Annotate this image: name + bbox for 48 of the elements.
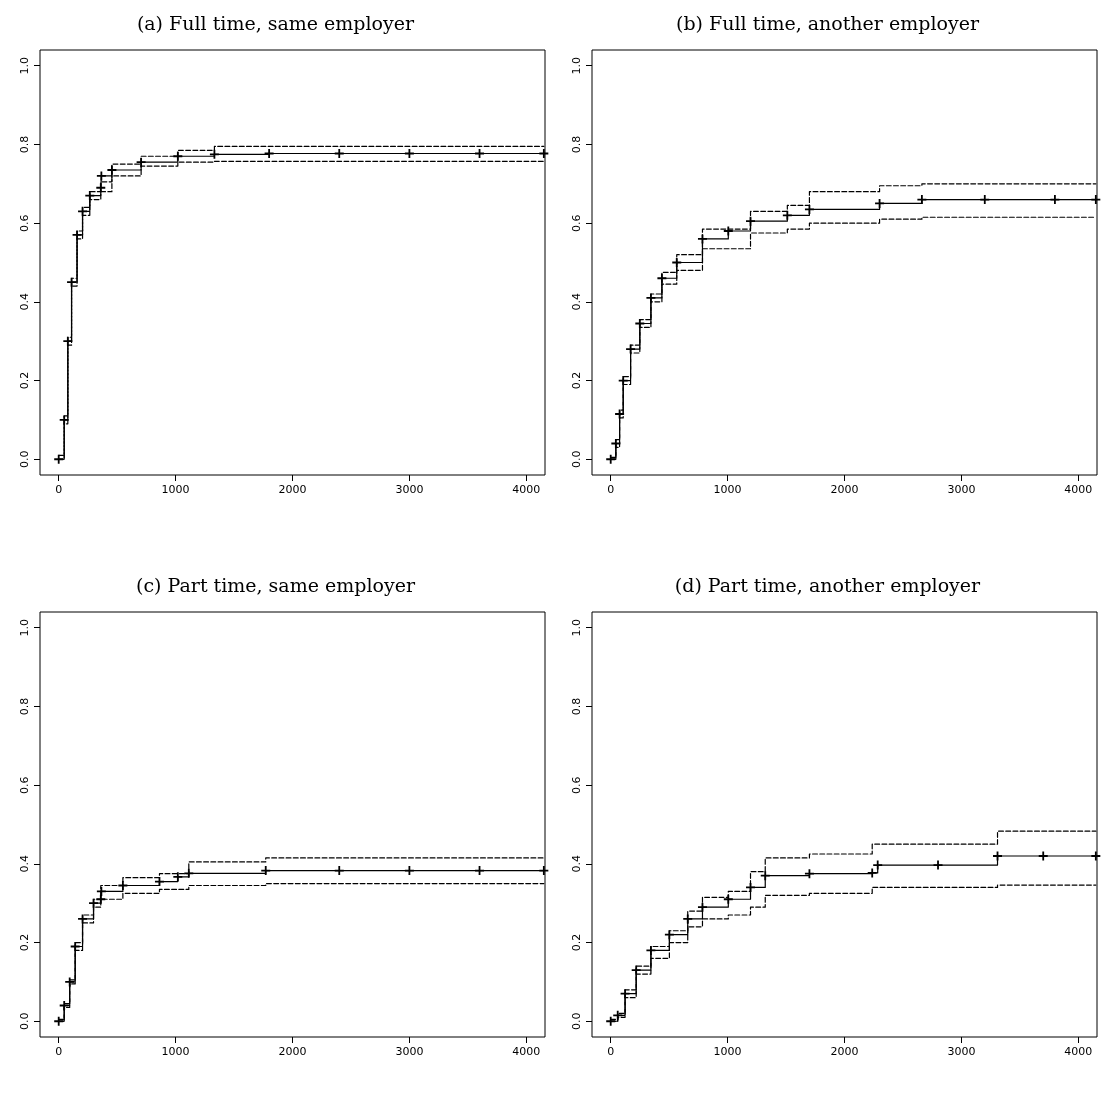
- x-tick-label: 0: [55, 483, 63, 496]
- y-tick-label: 0.8: [18, 697, 31, 716]
- x-tick-label: 4000: [1064, 483, 1093, 496]
- y-tick-label: 0.2: [18, 371, 31, 390]
- chart-title: (c) Part time, same employer: [136, 573, 416, 596]
- y-tick-label: 0.0: [570, 450, 583, 469]
- x-tick-label: 3000: [395, 1045, 424, 1058]
- y-tick-label: 0.4: [570, 293, 583, 311]
- y-tick-label: 0.2: [570, 371, 583, 390]
- x-tick-label: 0: [607, 483, 615, 496]
- x-tick-label: 4000: [1064, 1045, 1093, 1058]
- y-tick-label: 0.4: [18, 855, 31, 873]
- x-tick-label: 3000: [947, 483, 976, 496]
- y-tick-label: 0.8: [18, 135, 31, 154]
- y-tick-label: 0.6: [570, 214, 583, 232]
- x-tick-label: 1000: [713, 483, 742, 496]
- x-tick-label: 2000: [278, 1045, 307, 1058]
- x-tick-label: 2000: [830, 1045, 859, 1058]
- chart-title: (a) Full time, same employer: [136, 11, 416, 34]
- y-tick-label: 1.0: [18, 56, 31, 75]
- x-tick-label: 1000: [161, 1045, 190, 1058]
- y-tick-label: 1.0: [570, 618, 583, 637]
- y-tick-label: 1.0: [570, 56, 583, 75]
- x-tick-label: 0: [55, 1045, 63, 1058]
- x-tick-label: 4000: [512, 483, 541, 496]
- y-tick-label: 0.6: [18, 776, 31, 794]
- x-tick-label: 3000: [947, 1045, 976, 1058]
- x-tick-label: 3000: [395, 483, 424, 496]
- x-tick-label: 0: [607, 1045, 615, 1058]
- y-tick-label: 0.6: [18, 214, 31, 232]
- y-tick-label: 0.8: [570, 135, 583, 154]
- y-tick-label: 0.0: [570, 1012, 583, 1031]
- chart-title: (d) Part time, another employer: [674, 573, 982, 596]
- y-tick-label: 0.6: [570, 776, 583, 794]
- x-tick-label: 2000: [278, 483, 307, 496]
- y-tick-label: 0.4: [18, 293, 31, 311]
- chart-title: (b) Full time, another employer: [676, 11, 980, 34]
- x-tick-label: 4000: [512, 1045, 541, 1058]
- y-tick-label: 0.0: [18, 1012, 31, 1031]
- y-tick-label: 0.4: [570, 855, 583, 873]
- x-tick-label: 1000: [161, 483, 190, 496]
- y-tick-label: 0.2: [18, 933, 31, 952]
- y-tick-label: 0.2: [570, 933, 583, 952]
- x-tick-label: 1000: [713, 1045, 742, 1058]
- y-tick-label: 0.8: [570, 697, 583, 716]
- x-tick-label: 2000: [830, 483, 859, 496]
- y-tick-label: 1.0: [18, 618, 31, 637]
- y-tick-label: 0.0: [18, 450, 31, 469]
